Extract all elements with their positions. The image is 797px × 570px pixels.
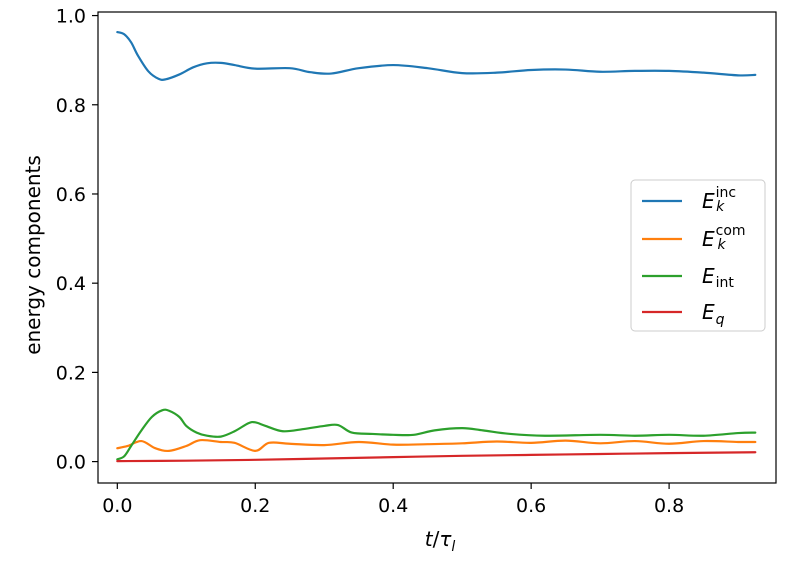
x-tick-label: 0.4 <box>378 495 408 517</box>
y-tick-label: 0.6 <box>56 184 86 206</box>
series-line-2 <box>116 408 757 461</box>
legend-box <box>630 179 766 332</box>
y-tick-label: 0.0 <box>56 452 86 474</box>
y-tick-label: 1.0 <box>56 6 86 28</box>
series-layer <box>116 30 757 463</box>
y-ticks: 0.0 0.2 0.4 0.6 0.8 1.0 <box>56 6 98 474</box>
x-axis-label: t/τl <box>425 527 456 555</box>
y-tick-label: 0.8 <box>56 95 86 117</box>
x-tick-label: 0.8 <box>654 495 684 517</box>
series-line-1 <box>116 438 757 453</box>
y-axis-label: energy components <box>21 155 45 355</box>
y-tick-label: 0.4 <box>56 273 86 295</box>
x-tick-label: 0.6 <box>516 495 546 517</box>
x-ticks: 0.0 0.2 0.4 0.6 0.8 <box>102 483 684 517</box>
series-line-0 <box>116 30 757 82</box>
x-tick-label: 0.2 <box>240 495 270 517</box>
y-tick-label: 0.2 <box>56 362 86 384</box>
series-line-3 <box>116 451 757 463</box>
legend: Einc k Ecom k Eint Eq <box>630 179 766 332</box>
axes-frame <box>97 11 777 484</box>
x-tick-label: 0.0 <box>102 495 132 517</box>
